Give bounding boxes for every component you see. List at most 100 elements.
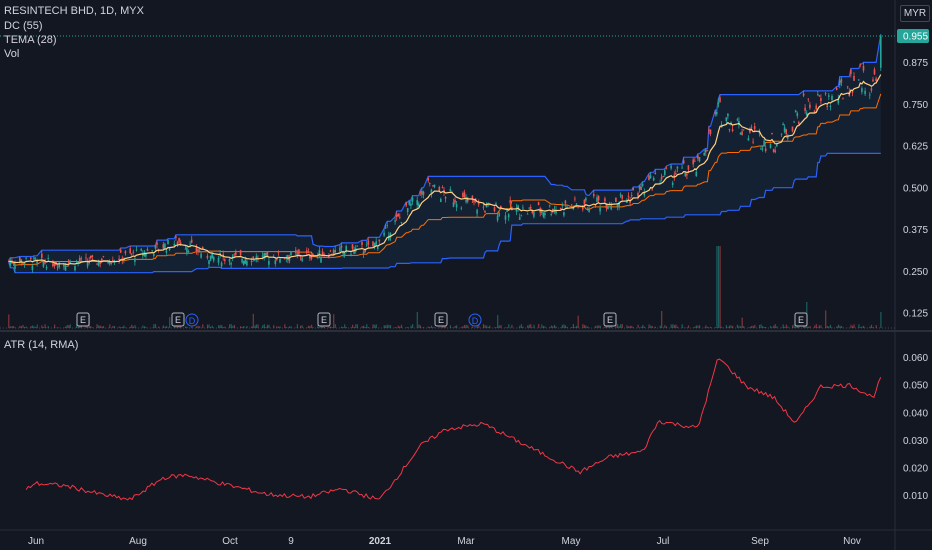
- volume-bar: [505, 327, 507, 328]
- candle-body: [684, 172, 687, 177]
- candle-body: [673, 174, 676, 178]
- candle-body: [353, 249, 355, 254]
- last-price-label: 0.955: [903, 32, 928, 43]
- candle-body: [831, 95, 833, 100]
- candle-body: [703, 152, 705, 156]
- candle-body: [408, 201, 411, 205]
- candle-body: [153, 254, 155, 256]
- candle-body: [85, 257, 87, 259]
- candle-body: [406, 208, 409, 212]
- candle-body: [63, 263, 65, 267]
- atr-tick-label: 0.060: [903, 353, 928, 364]
- volume-bar: [500, 325, 502, 328]
- volume-bar: [522, 326, 524, 328]
- candle-body: [77, 261, 79, 263]
- volume-bar: [826, 326, 828, 328]
- volume-bar: [798, 326, 800, 328]
- currency-button[interactable]: MYR: [900, 5, 930, 22]
- volume-bar: [836, 326, 838, 328]
- volume-bar: [754, 324, 756, 328]
- volume-bar: [694, 326, 696, 328]
- candle-body: [201, 247, 204, 249]
- volume-bar: [648, 324, 650, 328]
- candle-body: [772, 149, 775, 152]
- candle-body: [577, 206, 579, 208]
- candle-body: [599, 207, 601, 212]
- volume-bar: [717, 246, 720, 328]
- volume-bar: [549, 327, 551, 328]
- candle-body: [198, 250, 201, 253]
- candle-body: [709, 129, 712, 134]
- volume-bar: [218, 325, 220, 328]
- candle-body: [44, 261, 46, 264]
- candle-body: [616, 203, 619, 208]
- candle-body: [783, 127, 786, 132]
- volume-bar: [498, 325, 500, 328]
- volume-bar: [870, 324, 873, 328]
- volume-bar: [475, 327, 477, 328]
- candle-body: [870, 88, 873, 91]
- candle-body: [356, 245, 359, 247]
- candle-body: [522, 207, 524, 209]
- candle-body: [566, 206, 568, 209]
- volume-bar: [277, 326, 280, 328]
- volume-bar: [478, 324, 480, 328]
- candle-body: [640, 186, 642, 190]
- candle-body: [742, 129, 745, 131]
- volume-bar: [776, 326, 778, 328]
- volume-bar: [288, 326, 291, 328]
- candle-body: [263, 253, 265, 258]
- volume-bar: [880, 312, 882, 328]
- candle-body: [378, 239, 381, 242]
- volume-bar: [142, 325, 144, 328]
- candle-body: [594, 206, 597, 208]
- volume-bar: [784, 326, 786, 328]
- candle-body: [864, 90, 866, 95]
- candle-body: [652, 178, 655, 181]
- dc-legend[interactable]: DC (55): [4, 20, 43, 32]
- candle-body: [22, 263, 24, 265]
- symbol-legend[interactable]: RESINTECH BHD, 1D, MYX: [4, 5, 144, 17]
- volume-bar: [650, 325, 652, 328]
- candle-body: [151, 250, 153, 252]
- candle-body: [659, 182, 661, 184]
- volume-bar: [842, 327, 844, 328]
- atr-legend[interactable]: ATR (14, RMA): [4, 339, 79, 351]
- volume-bar: [785, 324, 787, 328]
- candle-body: [805, 112, 808, 116]
- volume-bar: [169, 317, 171, 328]
- donchian-channel: [8, 34, 882, 274]
- indicator-lines: [8, 74, 882, 266]
- volume-bar: [582, 324, 584, 328]
- volume-bar: [113, 326, 116, 328]
- candle-body: [507, 214, 510, 218]
- dividend-marker-label: D: [189, 316, 196, 326]
- volume-bar: [852, 325, 854, 328]
- volume-bar: [191, 326, 193, 328]
- candle-body: [619, 194, 622, 196]
- volume-bar: [24, 327, 26, 328]
- tema-legend[interactable]: TEMA (28): [4, 34, 57, 46]
- candle-body: [809, 104, 811, 108]
- volume-bar: [774, 324, 776, 328]
- candle-body: [649, 175, 652, 179]
- candle-body: [432, 185, 434, 187]
- candle-body: [197, 249, 199, 252]
- vol-legend[interactable]: Vol: [4, 48, 20, 60]
- candle-body: [361, 241, 363, 246]
- candle-body: [36, 259, 38, 264]
- candle-body: [676, 166, 679, 169]
- volume-bar: [257, 324, 259, 328]
- candle-body: [287, 255, 289, 260]
- candle-body: [627, 195, 630, 197]
- volume-bar: [672, 324, 674, 328]
- volume-bar: [345, 327, 347, 328]
- volume-bar: [571, 327, 573, 328]
- candle-body: [665, 168, 668, 170]
- candle-body: [239, 250, 242, 256]
- volume-bar: [743, 326, 745, 328]
- volume-bar: [467, 325, 469, 328]
- volume-bar: [661, 311, 663, 328]
- candle-body: [107, 262, 109, 263]
